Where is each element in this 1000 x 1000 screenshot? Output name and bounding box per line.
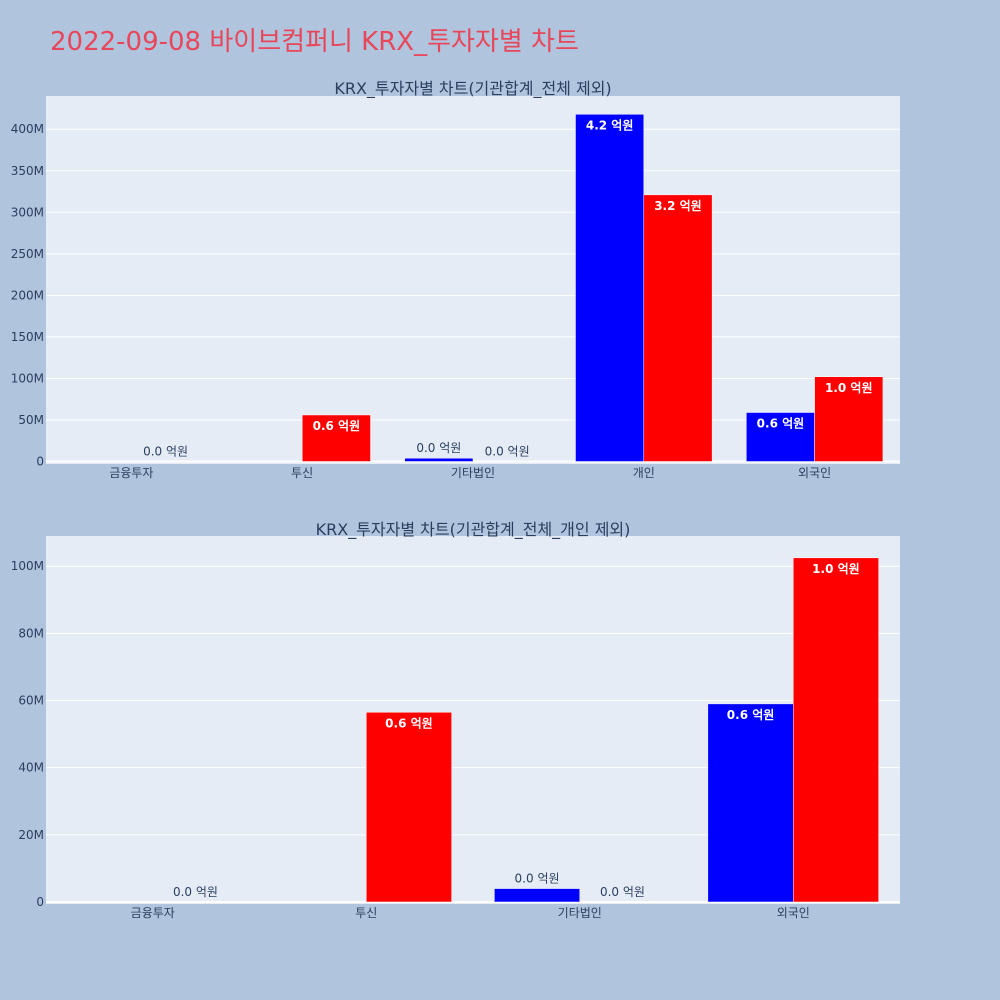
x-tick-label: 금융투자 <box>109 466 153 480</box>
x-tick-label: 개인 <box>633 466 655 480</box>
bar <box>643 194 713 462</box>
data-label: 0.6 억원 <box>385 716 433 730</box>
y-tick-label: 0 <box>36 895 44 909</box>
y-tick-label: 50M <box>18 413 44 427</box>
plot-area <box>46 96 900 464</box>
x-tick-label: 기타법인 <box>558 906 602 920</box>
chart-panel-2: KRX_투자자별 차트(기관합계_전체_개인 제외) 0 20M 40M 60M 80M 1… <box>11 520 900 920</box>
data-label: 0.0 억원 <box>173 885 218 899</box>
chart-title: KRX_투자자별 차트(기관합계_전체_개인 제외) <box>316 520 631 540</box>
chart-title: KRX_투자자별 차트(기관합계_전체 제외) <box>334 79 611 99</box>
data-label: 1.0 억원 <box>812 562 860 576</box>
bar <box>301 414 371 462</box>
y-tick-label: 80M <box>18 626 44 640</box>
data-label: 0.0 억원 <box>485 445 530 459</box>
data-label: 0.0 억원 <box>515 872 560 886</box>
bar <box>793 557 879 903</box>
y-tick-label: 150M <box>11 330 44 344</box>
bar <box>575 114 645 462</box>
data-label: 0.0 억원 <box>416 441 461 455</box>
bar <box>404 457 474 462</box>
bar <box>746 412 815 462</box>
y-tick-label: 100M <box>11 371 44 385</box>
y-tick-label: 400M <box>11 122 44 136</box>
y-tick-label: 350M <box>11 164 44 178</box>
x-tick-label: 기타법인 <box>451 466 495 480</box>
data-label: 1.0 억원 <box>825 381 873 395</box>
data-label: 0.6 억원 <box>727 708 775 722</box>
page-title: 2022-09-08 바이브컴퍼니 KRX_투자자별 차트 <box>50 27 579 57</box>
y-tick-label: 20M <box>18 828 44 842</box>
x-tick-label: 금융투자 <box>131 906 175 920</box>
x-tick-label: 외국인 <box>798 466 831 480</box>
data-label: 0.0 억원 <box>143 445 188 459</box>
y-tick-label: 60M <box>18 694 44 708</box>
data-label: 3.2 억원 <box>654 199 702 213</box>
y-tick-label: 100M <box>11 559 44 573</box>
bar <box>366 712 452 903</box>
bar <box>814 376 884 462</box>
data-label: 0.6 억원 <box>313 419 361 433</box>
y-tick-label: 40M <box>18 761 44 775</box>
y-tick-label: 250M <box>11 247 44 261</box>
bar <box>707 703 794 903</box>
y-tick-label: 300M <box>11 205 44 219</box>
data-label: 0.6 억원 <box>757 416 805 430</box>
bar <box>494 888 581 903</box>
chart-panel-1: KRX_투자자별 차트(기관합계_전체 제외) 0 50M 100M 150M 200M 2… <box>11 79 900 480</box>
data-label: 0.0 억원 <box>600 885 645 899</box>
y-tick-label: 200M <box>11 288 44 302</box>
x-tick-label: 외국인 <box>777 906 810 920</box>
x-tick-label: 투신 <box>355 906 377 920</box>
x-tick-label: 투신 <box>291 466 313 480</box>
data-label: 4.2 억원 <box>586 118 634 132</box>
y-tick-label: 0 <box>36 455 44 469</box>
